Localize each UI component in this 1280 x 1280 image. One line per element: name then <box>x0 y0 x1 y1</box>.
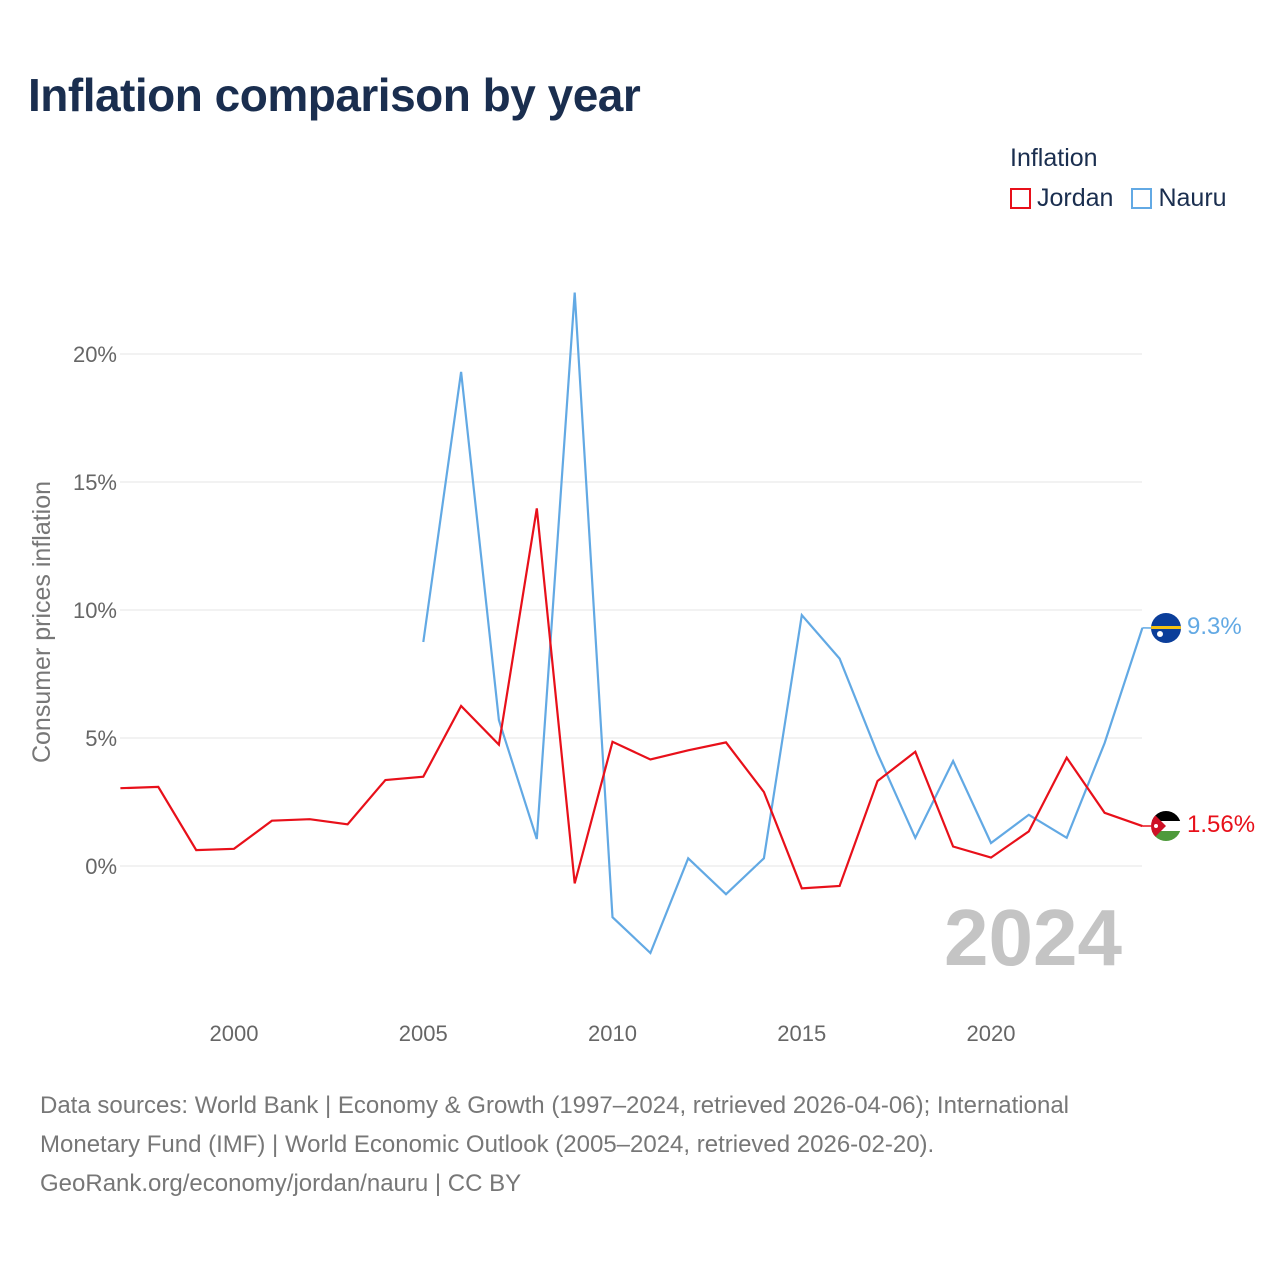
legend-swatch-nauru <box>1131 188 1153 209</box>
legend: Jordan Nauru <box>1010 184 1227 213</box>
nauru-end-label: 9.3% <box>1187 613 1242 640</box>
legend-item-nauru[interactable]: Nauru <box>1131 184 1227 213</box>
jordan-end-label: 1.56% <box>1187 811 1255 838</box>
x-tick-label: 2020 <box>967 1021 1016 1046</box>
y-tick-label: 0% <box>85 854 117 879</box>
y-tick-label: 5% <box>85 726 117 751</box>
y-axis-label: Consumer prices inflation <box>28 481 56 763</box>
series-line-nauru[interactable] <box>422 292 1144 955</box>
legend-title: Inflation <box>1010 144 1098 172</box>
series-line-jordan[interactable] <box>120 508 1143 890</box>
grid <box>120 353 1142 867</box>
nauru-flag-icon <box>1151 613 1181 643</box>
y-tick-label: 15% <box>73 470 117 495</box>
footer-line-3[interactable]: GeoRank.org/economy/jordan/nauru | CC BY <box>40 1170 522 1197</box>
chart: 0% 5% 10% 15% 20% 2000 2005 2010 2015 2020 Consu… <box>28 292 1255 1046</box>
y-tick-label: 20% <box>73 342 117 367</box>
y-axis: 0% 5% 10% 15% 20% <box>73 342 117 879</box>
x-axis: 2000 2005 2010 2015 2020 <box>210 1021 1016 1046</box>
legend-item-jordan[interactable]: Jordan <box>1010 184 1113 213</box>
x-tick-label: 2010 <box>588 1021 637 1046</box>
x-tick-label: 2015 <box>777 1021 826 1046</box>
x-tick-label: 2005 <box>399 1021 448 1046</box>
jordan-flag-icon <box>1151 811 1181 841</box>
chart-title: Inflation comparison by year <box>28 69 641 121</box>
footer-line-2: Monetary Fund (IMF) | World Economic Out… <box>40 1131 935 1158</box>
legend-swatch-jordan <box>1010 188 1031 209</box>
year-watermark: 2024 <box>944 893 1122 982</box>
series-lines <box>120 292 1152 955</box>
legend-label-jordan: Jordan <box>1037 184 1114 212</box>
y-tick-label: 10% <box>73 598 117 623</box>
legend-label-nauru: Nauru <box>1158 184 1227 212</box>
x-tick-label: 2000 <box>210 1021 259 1046</box>
footer-line-1: Data sources: World Bank | Economy & Gro… <box>40 1092 1070 1119</box>
footer: Data sources: World Bank | Economy & Gro… <box>40 1086 1240 1203</box>
